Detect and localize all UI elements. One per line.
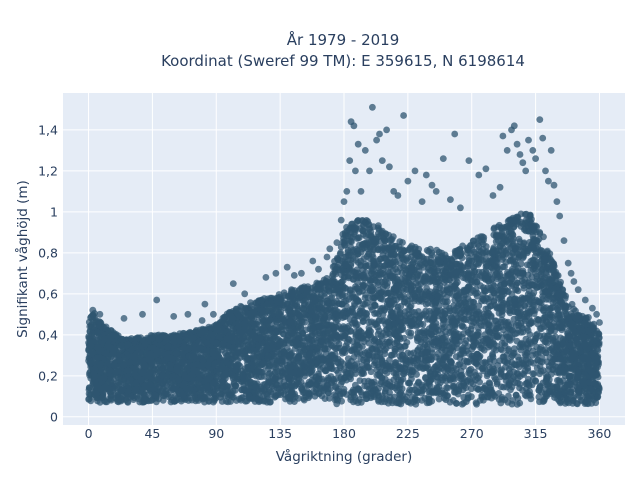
data-point (490, 266, 497, 273)
data-point (415, 329, 422, 336)
data-point (338, 272, 345, 279)
data-point (569, 301, 576, 308)
data-point (462, 299, 469, 306)
data-point (522, 351, 529, 358)
data-point (225, 392, 232, 399)
chart-title-line-1: År 1979 - 2019 (287, 30, 400, 49)
data-point (490, 288, 497, 295)
data-point (396, 311, 403, 318)
data-point (480, 367, 487, 374)
data-point (428, 376, 435, 383)
data-point (544, 340, 551, 347)
data-point (539, 278, 546, 285)
data-point (483, 261, 490, 268)
data-point (360, 231, 367, 238)
chart-title-line-2: Koordinat (Sweref 99 TM): E 359615, N 61… (161, 52, 525, 70)
data-point (537, 230, 544, 237)
data-point (407, 333, 414, 340)
data-point (536, 387, 543, 394)
data-point (375, 222, 382, 229)
data-point (378, 379, 385, 386)
data-point (463, 398, 470, 405)
